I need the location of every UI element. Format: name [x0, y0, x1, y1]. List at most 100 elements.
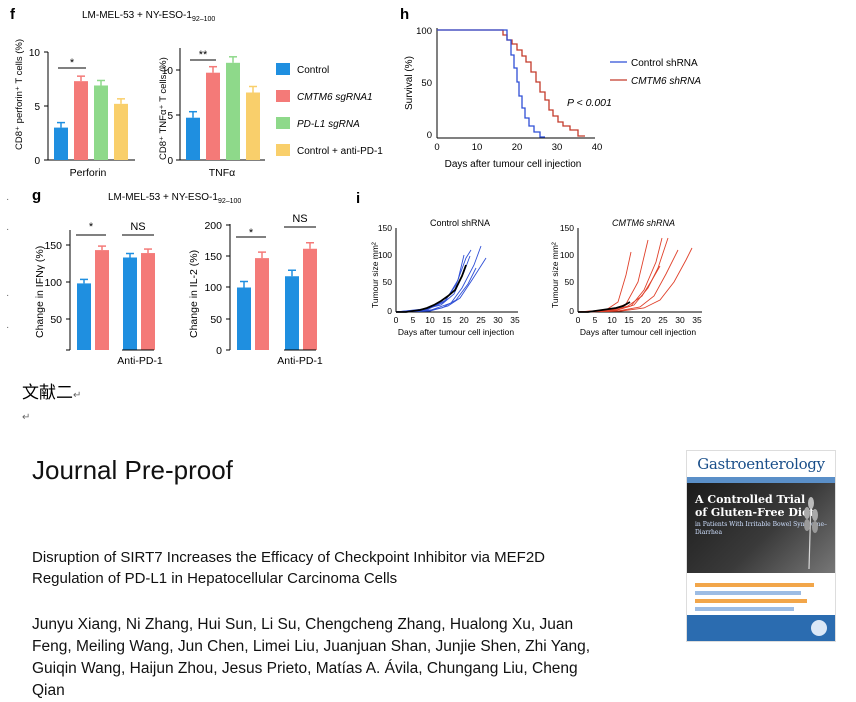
cover-seal-icon: [811, 620, 827, 636]
cover-headline-2: of Gluten-Free Diet: [695, 506, 815, 519]
legend-label-pdl1: PD-L1 sgRNA: [297, 119, 360, 130]
panel-i-right-ytick-0: 0: [569, 306, 574, 316]
f-right-bars-bar-1: [206, 72, 220, 160]
panel-i-right-ytick-150: 150: [560, 223, 574, 233]
wheat-icon: [804, 497, 818, 569]
panel-i-left-lines: [395, 245, 487, 313]
panel-i-right-xtick-25: 25: [658, 315, 668, 325]
g-right-bars-bar-0: [237, 287, 251, 350]
panel-i-left-title: Control shRNA: [430, 218, 490, 228]
panel-f-right-bars: [186, 56, 260, 160]
panel-i-letter: i: [356, 190, 361, 207]
panel-i-left-line-2: [395, 254, 465, 313]
cjk-heading-text: 文献二: [22, 383, 73, 403]
panel-f-left-sig: *: [70, 57, 75, 69]
cover-photo: A Controlled Trial of Gluten-Free Diet i…: [687, 483, 835, 573]
panel-i-right-xlabel: Days after tumour cell injection: [580, 327, 696, 337]
cover-journal-name: Gastroenterology: [687, 451, 835, 477]
legend-swatch-pdl1: [276, 117, 290, 129]
cover-content-line-3: [695, 599, 808, 603]
panel-i-right-ytick-100: 100: [560, 250, 574, 260]
cjk-heading: 文献二↵: [22, 378, 81, 403]
panel-h-xtick-40: 40: [592, 142, 603, 153]
panel-g-charts: Change in IFNγ (%) 50 100 150 * NS Anti-…: [34, 213, 323, 367]
panel-h-pvalue: P < 0.001: [567, 97, 612, 109]
panel-h-ylabel: Survival (%): [404, 56, 415, 110]
legend-label-cmtm6: CMTM6 sgRNA1: [297, 92, 373, 103]
panel-i-right-xtick-10: 10: [607, 315, 617, 325]
author-list: Junyu Xiang, Ni Zhang, Hui Sun, Li Su, C…: [32, 614, 590, 702]
panel-i-right-ytick-50: 50: [565, 277, 575, 287]
panel-f-right-xlabel: TNFα: [209, 167, 235, 179]
margin-dot-4: ·: [6, 322, 10, 333]
panel-i-left-xlabel: Days after tumour cell injection: [398, 327, 514, 337]
panel-i-left-ytick-100: 100: [378, 250, 392, 260]
f-right-bars-bar-0: [186, 117, 200, 160]
panel-g-left-ticklabel-50: 50: [50, 314, 62, 326]
panel-g-condition-sub: 92–100: [217, 198, 242, 205]
panel-f-left-bars: [54, 75, 128, 160]
author-line-1: Junyu Xiang, Ni Zhang, Hui Sun, Li Su, C…: [32, 616, 574, 633]
panel-f-right-ticklabel-5: 5: [167, 111, 173, 122]
panel-f-charts: CD8⁺ perforin⁺ T cells (%) 0 5 10 * Perf…: [14, 39, 383, 179]
panel-g-right-xlabel: Anti-PD-1: [277, 355, 323, 367]
panel-g-right-ticklabel-200: 200: [204, 220, 222, 232]
panel-g-left-xlabel: Anti-PD-1: [117, 355, 163, 367]
panel-i-left-xtick-25: 25: [476, 315, 486, 325]
panel-i-left-xtick-35: 35: [510, 315, 520, 325]
legend-swatch-control: [276, 63, 290, 75]
cover-footer: [687, 615, 835, 641]
panel-i-left-xtick-0: 0: [394, 315, 399, 325]
panel-i-left-ylabel: Tumour size mm²: [370, 242, 380, 308]
panel-i-left-xtick-30: 30: [493, 315, 503, 325]
panel-i-right-line-6: [577, 247, 693, 313]
panel-g-right-ticklabel-50: 50: [210, 314, 222, 326]
cover-headline: A Controlled Trial of Gluten-Free Diet i…: [695, 493, 835, 537]
panel-i-right-xtick-15: 15: [624, 315, 634, 325]
paper-title-line-2: Regulation of PD-L1 in Hepatocellular Ca…: [32, 570, 398, 587]
panel-h-xtick-30: 30: [552, 142, 563, 153]
f-right-bars-bar-3: [246, 92, 260, 160]
cover-content-line-4: [695, 607, 794, 611]
panel-f-right-ticklabel-10: 10: [162, 66, 174, 77]
paper-title-line-1: Disruption of SIRT7 Increases the Effica…: [32, 549, 546, 566]
panel-i-right-line-3: [577, 237, 663, 313]
cover-band: [687, 477, 835, 483]
panel-h-survival-chart: Survival (%) 100 50 0 0 10 20 30 40 Days…: [404, 26, 701, 170]
panel-i-left-ytick-50: 50: [383, 277, 393, 287]
panel-h-xtick-10: 10: [472, 142, 483, 153]
panel-f-right-ticklabel-0: 0: [167, 156, 173, 167]
panel-h-xtick-20: 20: [512, 142, 523, 153]
panel-f-left-ticklabel-0: 0: [34, 156, 40, 167]
panel-i-left-line-5: [395, 257, 487, 313]
panel-g-left-bars: [77, 245, 155, 350]
panel-i-right-xtick-5: 5: [593, 315, 598, 325]
panel-f-left-ylabel: CD8⁺ perforin⁺ T cells (%): [14, 39, 25, 150]
panel-i-right-xtick-20: 20: [641, 315, 651, 325]
panel-i-left-ytick-0: 0: [387, 306, 392, 316]
g-left-bars-bar-0: [77, 283, 91, 350]
panel-i-right-xtick-30: 30: [675, 315, 685, 325]
return-mark-1: ↵: [73, 390, 82, 401]
g-left-bars-bar-1: [95, 250, 109, 350]
panel-h-legend-cmtm6: CMTM6 shRNA: [631, 76, 701, 87]
panel-h-ytick-0: 0: [427, 130, 432, 141]
panel-g-right-ticklabel-0: 0: [216, 345, 222, 357]
cover-content-line-1: [695, 583, 814, 587]
panel-i-left-line-3: [395, 245, 482, 313]
return-mark-2: ↵: [22, 412, 31, 423]
panel-i-right-line-7: [577, 265, 661, 313]
legend-swatch-antipd1: [276, 144, 290, 156]
panel-f-condition: LM-MEL-53 + NY-ESO-192–100: [82, 10, 215, 23]
panel-i-right-xtick-35: 35: [692, 315, 702, 325]
panel-i-right-title: CMTM6 shRNA: [612, 218, 675, 228]
journal-cover-image: Gastroenterology A Controlled Trial of G…: [686, 450, 836, 642]
panel-g-right-sig1: *: [249, 227, 254, 239]
panel-g-left-sig1: *: [89, 221, 94, 233]
author-line-3: Guiqin Wang, Haijun Zhou, Jesus Prieto, …: [32, 660, 578, 677]
f-left-bars-bar-0: [54, 127, 68, 160]
panel-i-left-xticks: 0 5 10 15 20 25 30 35: [394, 315, 520, 325]
panel-i-left-ytick-150: 150: [378, 223, 392, 233]
panel-f-right-ylabel: CD8⁺ TNFα⁺ T cells (%): [158, 57, 169, 160]
panel-i-left-line-6: [395, 267, 477, 313]
